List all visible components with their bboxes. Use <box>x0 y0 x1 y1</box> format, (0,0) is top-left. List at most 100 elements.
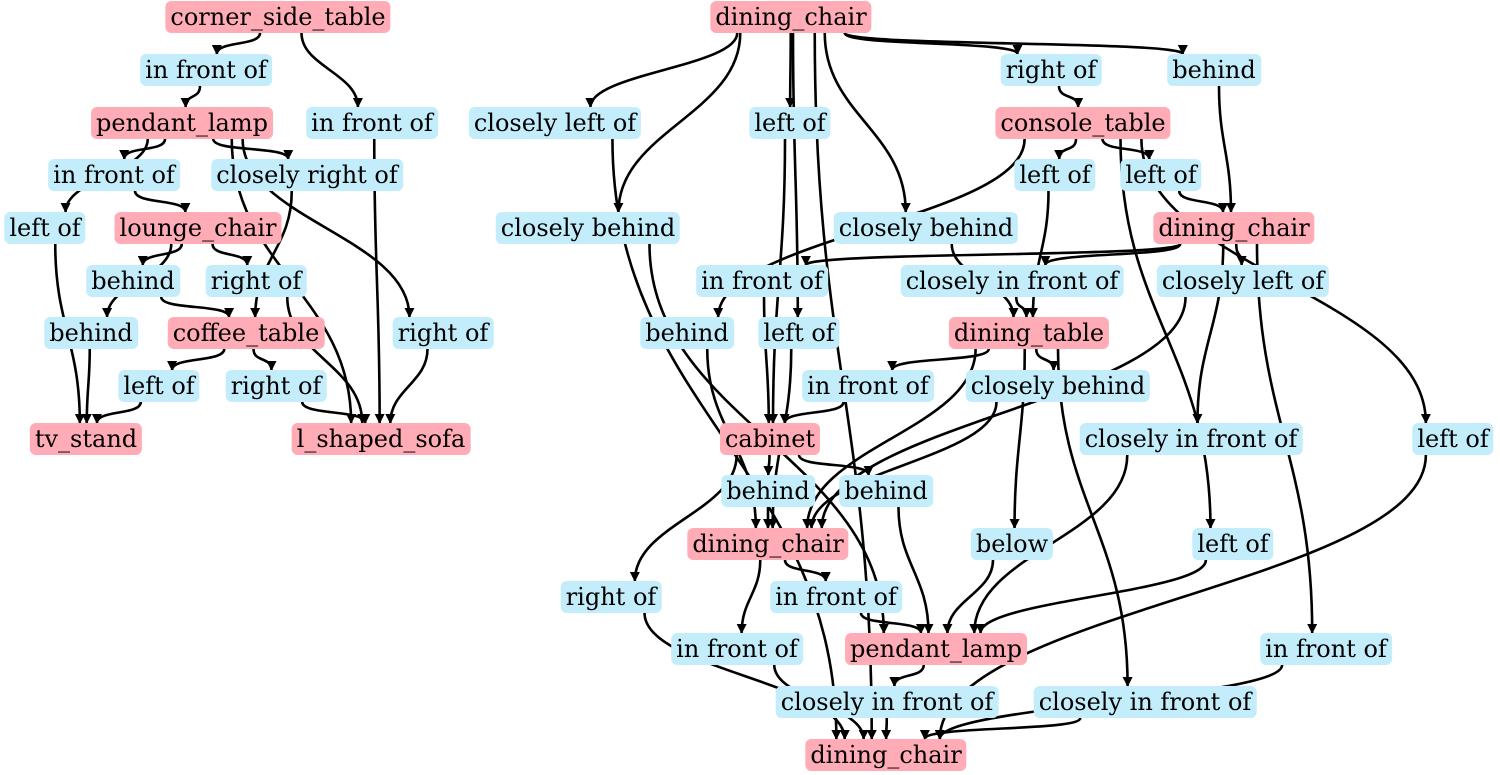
node-tv-stand: tv_stand <box>29 423 143 455</box>
edge-n37-n45 <box>629 454 738 582</box>
node-relation-closely-in-front-of: closely in front of <box>775 686 999 718</box>
node-relation-behind: behind <box>44 317 138 349</box>
node-relation-right-of: right of <box>1000 54 1102 86</box>
node-relation-closely-behind: closely behind <box>965 370 1151 402</box>
edge-n18-n22 <box>785 32 796 108</box>
edge-n1-n2 <box>211 32 262 55</box>
edge-n34-n35 <box>887 348 991 371</box>
node-pendant-lamp: pendant_lamp <box>845 633 1027 665</box>
edge-n18-n20 <box>843 31 1188 56</box>
edge-n23-n44 <box>1119 138 1216 529</box>
edge-n12-n14 <box>167 348 226 371</box>
node-console-table: console_table <box>995 107 1171 139</box>
edge-n13-n17 <box>385 348 429 424</box>
node-relation-in-front-of: in front of <box>802 370 934 402</box>
edge-n41-n48 <box>897 506 934 634</box>
node-relation-closely-right-of: closely right of <box>211 159 403 191</box>
edge-n44-n48 <box>975 559 1208 634</box>
edge-n20-n28 <box>1217 85 1236 213</box>
edge-n18-n21 <box>585 32 739 108</box>
edge-n18-n26 <box>613 32 742 213</box>
node-relation-in-front-of: in front of <box>1260 633 1392 665</box>
node-relation-left-of: left of <box>758 317 840 349</box>
node-relation-in-front-of: in front of <box>48 159 180 191</box>
node-relation-in-front-of: in front of <box>671 633 803 665</box>
edge-n8-n10 <box>211 243 253 266</box>
edge-n5-n8 <box>133 190 191 213</box>
edge-n12-n15 <box>252 348 277 371</box>
node-cabinet: cabinet <box>719 423 821 455</box>
node-relation-in-front-of: in front of <box>306 107 438 139</box>
edge-n28-n31 <box>1234 243 1247 266</box>
node-dining-table: dining_table <box>948 317 1110 349</box>
node-relation-left-of: left of <box>1192 528 1274 560</box>
edge-n28-n29 <box>801 242 1182 267</box>
edge-n6-n12 <box>250 190 294 318</box>
node-dining-chair: dining_chair <box>710 1 872 33</box>
edge-n1-n4 <box>300 32 363 108</box>
node-l-shaped-sofa: l_shaped_sofa <box>291 423 471 455</box>
node-relation-left-of: left of <box>749 107 831 139</box>
node-relation-in-front-of: in front of <box>770 581 902 613</box>
edge-n10-n17 <box>285 296 368 424</box>
node-relation-below: below <box>970 528 1054 560</box>
node-dining-chair: dining_chair <box>1153 212 1315 244</box>
node-relation-left-of: left of <box>1412 423 1494 455</box>
node-relation-behind: behind <box>1167 54 1261 86</box>
edge-n42-n46 <box>783 559 831 582</box>
node-lounge-chair: lounge_chair <box>114 212 282 244</box>
edge-n46-n48 <box>859 612 926 634</box>
edge-n34-n36 <box>1034 348 1059 371</box>
edge-n50-n52 <box>881 717 892 740</box>
node-relation-right-of: right of <box>560 581 662 613</box>
edge-n2-n3 <box>180 85 202 108</box>
edge-n37-n40 <box>763 454 774 476</box>
node-relation-closely-behind: closely behind <box>495 212 681 244</box>
node-relation-closely-in-front-of: closely in front of <box>1079 423 1303 455</box>
node-relation-closely-behind: closely behind <box>833 212 1019 244</box>
edge-n35-n37 <box>779 401 845 424</box>
node-relation-behind: behind <box>640 317 734 349</box>
node-relation-left-of: left of <box>4 212 86 244</box>
edge-n45-n52 <box>643 612 850 740</box>
edge-n42-n49 <box>736 559 762 634</box>
node-relation-in-front-of: in front of <box>696 265 828 297</box>
edge-n25-n28 <box>1177 190 1229 213</box>
edge-n23-n25 <box>1101 138 1155 160</box>
node-relation-behind: behind <box>86 265 180 297</box>
node-relation-behind: behind <box>839 475 933 507</box>
node-relation-behind: behind <box>721 475 815 507</box>
edge-n28-n30 <box>1040 242 1182 267</box>
edge-n23-n24 <box>1054 138 1078 160</box>
node-relation-left-of: left of <box>118 370 200 402</box>
edge-n36-n42 <box>806 401 998 529</box>
edge-n30-n34 <box>1014 296 1032 318</box>
edge-n8-n9 <box>137 243 184 266</box>
edge-n43-n48 <box>942 559 995 634</box>
edge-n48-n50 <box>889 664 926 687</box>
edge-n15-n17 <box>300 401 371 424</box>
node-relation-right-of: right of <box>205 265 307 297</box>
node-corner-side-table: corner_side_table <box>165 1 391 33</box>
edge-n51-n52 <box>919 716 1082 741</box>
node-relation-closely-left-of: closely left of <box>468 107 642 139</box>
edge-n9-n12 <box>159 296 235 318</box>
edge-n29-n37 <box>762 296 774 424</box>
node-relation-closely-in-front-of: closely in front of <box>1033 686 1257 718</box>
node-coffee-table: coffee_table <box>167 317 325 349</box>
edge-n3-n6 <box>211 138 294 160</box>
node-dining-chair: dining_chair <box>805 739 967 771</box>
edge-n14-n16 <box>91 401 143 424</box>
edge-n11-n16 <box>81 348 92 424</box>
edge-n37-n41 <box>797 454 874 476</box>
node-relation-left-of: left of <box>1014 159 1096 191</box>
node-relation-closely-left-of: closely left of <box>1156 265 1330 297</box>
node-relation-right-of: right of <box>225 370 327 402</box>
edge-n34-n51 <box>1056 348 1133 687</box>
node-dining-chair: dining_chair <box>687 528 849 560</box>
edge-n19-n23 <box>1057 85 1084 108</box>
node-relation-right-of: right of <box>392 317 494 349</box>
node-relation-closely-in-front-of: closely in front of <box>900 265 1124 297</box>
node-pendant-lamp: pendant_lamp <box>91 107 273 139</box>
